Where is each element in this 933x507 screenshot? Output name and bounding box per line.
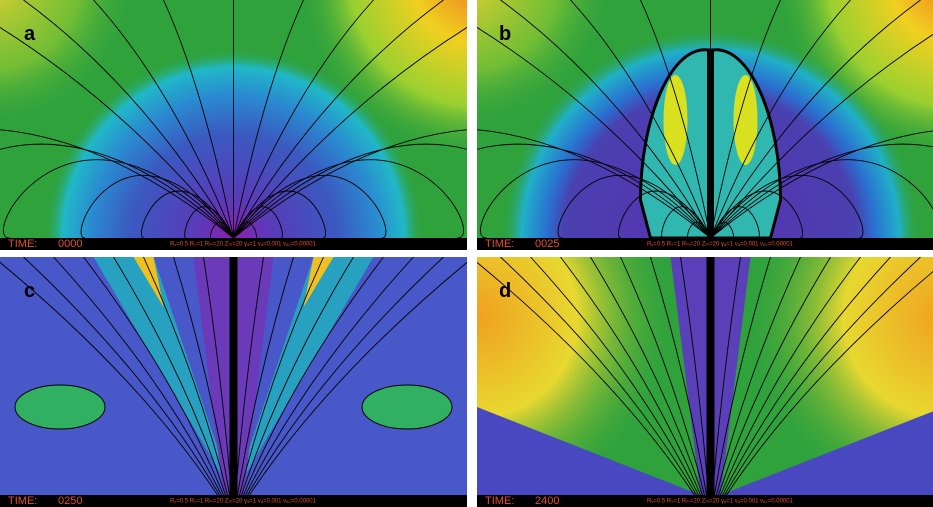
time-value: 0025 xyxy=(535,238,559,250)
time-label: TIME: xyxy=(485,495,514,507)
panel-label: a xyxy=(24,23,36,45)
simulation-image xyxy=(0,257,474,495)
time-label: TIME: xyxy=(8,238,37,250)
time-label: TIME: xyxy=(485,238,514,250)
panel-label: b xyxy=(499,23,511,45)
parameters: Rᵥ=0.5 Rₛ=1 Rₘ=20 Zₘ=20 γₐ=1 vₐ=0.001 vₐ… xyxy=(170,242,317,248)
figure: a TIME: 0000 Rᵥ=0.5 Rₛ=1 Rₘ=20 Zₘ=20 γₐ=1 v… xyxy=(0,0,933,507)
panel-label: c xyxy=(24,280,35,302)
simulation-image xyxy=(471,257,933,495)
panel: c TIME: 0250 Rᵥ=0.5 Rₛ=1 Rₘ=20 Zₘ=20 γₐ=1 v… xyxy=(0,257,474,507)
panel-label: d xyxy=(499,280,511,302)
time-value: 0000 xyxy=(58,238,82,250)
time-value: 2400 xyxy=(535,495,559,507)
parameters: Rᵥ=0.5 Rₛ=1 Rₘ=20 Zₘ=20 γₐ=1 vₐ=0.001 vₐ… xyxy=(647,242,794,248)
parameters: Rᵥ=0.5 Rₛ=1 Rₘ=20 Zₘ=20 γₐ=1 vₐ=0.001 vₐ… xyxy=(170,499,317,505)
time-label: TIME: xyxy=(8,495,37,507)
parameters: Rᵥ=0.5 Rₛ=1 Rₘ=20 Zₘ=20 γₐ=1 vₐ=0.001 vₐ… xyxy=(647,499,794,505)
time-value: 0250 xyxy=(58,495,82,507)
panel: d TIME: 2400 Rᵥ=0.5 Rₛ=1 Rₘ=20 Zₘ=20 γₐ=1 v… xyxy=(471,257,933,507)
